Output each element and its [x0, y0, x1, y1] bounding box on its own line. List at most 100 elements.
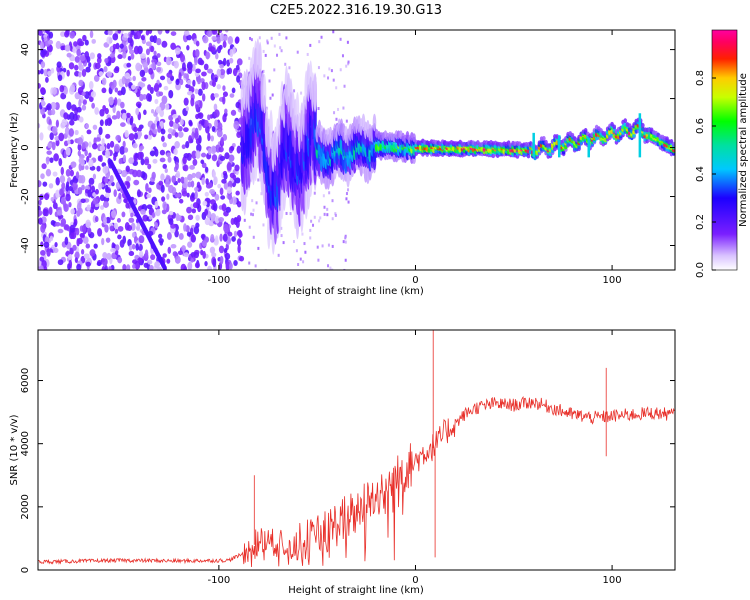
noise-speck — [165, 56, 172, 66]
faint-speck — [343, 268, 346, 270]
noise-speck — [70, 56, 77, 62]
noise-speck — [147, 259, 153, 265]
noise-speck — [64, 126, 70, 136]
noise-speck — [94, 62, 101, 70]
band-cell — [612, 124, 617, 130]
noise-speck — [135, 30, 142, 40]
noise-speck — [210, 234, 215, 242]
noise-speck — [47, 70, 52, 77]
noise-speck — [94, 216, 99, 223]
band-cell — [526, 153, 531, 159]
noise-speck — [38, 82, 41, 89]
noise-speck — [50, 196, 55, 202]
noise-speck — [146, 204, 153, 210]
noise-speck — [135, 62, 142, 72]
noise-speck — [194, 88, 199, 95]
faint-speck — [328, 67, 331, 71]
noise-speck — [157, 266, 163, 270]
noise-speck — [144, 249, 149, 258]
noise-speck — [64, 236, 69, 246]
noise-speck — [75, 171, 80, 179]
y-tick-label: -20 — [20, 188, 31, 204]
noise-speck — [174, 140, 180, 149]
noise-speck — [146, 193, 152, 199]
noise-speck — [125, 78, 131, 85]
colorbar-ticks: 0.0 0.2 0.4 0.6 0.8 — [695, 70, 716, 278]
noise-speck — [168, 218, 174, 225]
faint-speck — [250, 212, 253, 216]
faint-speck — [302, 260, 305, 264]
noise-speck — [133, 132, 138, 140]
noise-speck — [226, 162, 232, 171]
noise-speck — [73, 41, 78, 47]
noise-speck — [218, 245, 225, 254]
faint-speck — [248, 225, 251, 229]
noise-speck — [159, 75, 166, 81]
noise-speck — [192, 79, 196, 87]
noise-speck — [104, 265, 108, 270]
band-cell — [412, 133, 416, 143]
noise-speck — [57, 228, 64, 234]
noise-speck — [40, 173, 45, 180]
noise-speck — [225, 261, 231, 270]
noise-speck — [203, 63, 209, 71]
noise-speck — [197, 88, 203, 96]
faint-speck — [323, 205, 326, 209]
noise-speck — [50, 109, 56, 116]
noise-speck — [151, 123, 156, 130]
faint-speck — [345, 197, 348, 201]
noise-speck — [166, 72, 173, 78]
noise-speck — [56, 209, 63, 216]
noise-speck — [232, 68, 238, 77]
faint-speck — [301, 232, 304, 236]
faint-speck — [293, 89, 296, 93]
noise-speck — [156, 37, 162, 46]
noise-speck — [218, 30, 223, 34]
faint-speck — [327, 243, 330, 247]
noise-speck — [121, 211, 126, 218]
noise-speck — [125, 202, 130, 209]
noise-speck — [233, 230, 238, 238]
noise-speck — [74, 64, 79, 71]
noise-speck — [161, 40, 168, 48]
noise-speck — [219, 233, 223, 242]
band-cell — [665, 136, 669, 142]
faint-speck — [328, 191, 331, 195]
noise-speck — [116, 110, 121, 120]
noise-speck — [150, 108, 155, 114]
faint-speck — [254, 264, 257, 268]
faint-speck — [317, 258, 320, 262]
noise-speck — [207, 132, 211, 142]
noise-speck — [78, 71, 82, 78]
noise-speck — [216, 68, 221, 77]
noise-speck — [222, 233, 228, 242]
noise-speck — [109, 174, 114, 184]
faint-speck — [347, 60, 350, 64]
faint-speck — [273, 44, 276, 48]
noise-speck — [80, 249, 85, 255]
band-cell — [583, 128, 588, 133]
noise-speck — [86, 129, 92, 135]
noise-speck — [91, 185, 96, 193]
noise-speck — [60, 166, 65, 176]
noise-speck — [81, 91, 86, 97]
noise-speck — [50, 220, 56, 226]
noise-speck — [201, 81, 206, 91]
band-cell — [544, 139, 548, 145]
noise-speck — [101, 87, 107, 94]
noise-speck — [216, 129, 223, 138]
noise-speck — [207, 182, 213, 188]
noise-speck — [209, 246, 216, 254]
faint-speck — [280, 49, 283, 53]
noise-speck — [236, 145, 242, 154]
faint-speck — [344, 258, 347, 262]
noise-speck — [209, 46, 216, 53]
spectrogram-panel: -100 0 100 -40 -20 0 20 40 Height of straight … — [9, 29, 676, 297]
noise-speck — [69, 169, 75, 177]
noise-speck — [221, 178, 227, 184]
noise-speck — [136, 222, 141, 228]
noise-speck — [38, 69, 41, 75]
noise-speck — [117, 54, 123, 60]
noise-speck — [124, 129, 129, 138]
